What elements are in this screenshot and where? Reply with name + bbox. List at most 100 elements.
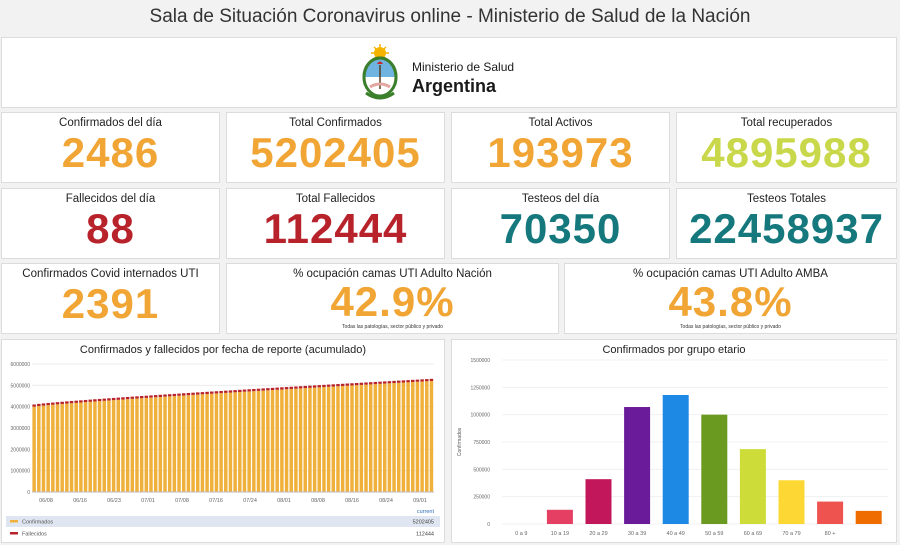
fallecidos-bar	[238, 389, 242, 393]
confirmados-bar	[317, 387, 322, 492]
confirmados-bar	[280, 389, 284, 492]
y-tick-label: 1000000	[11, 469, 31, 475]
confirmados-bar	[252, 391, 256, 492]
fallecidos-bar	[289, 386, 293, 389]
confirmados-bar	[373, 384, 378, 492]
x-tick-label: 09/01	[413, 498, 427, 504]
confirmados-bar	[219, 393, 223, 492]
confirmados-bar	[196, 394, 200, 492]
legend-value: 112444	[416, 532, 434, 538]
y-tick-label: 0	[487, 522, 490, 528]
x-tick-label: 10 a 19	[551, 531, 569, 537]
fallecidos-bar	[200, 392, 205, 395]
kpi-value: 5202405	[250, 129, 421, 176]
confirmados-bar	[210, 393, 214, 492]
x-tick-label: 20 a 29	[589, 531, 607, 537]
x-tick-label: 08/24	[379, 498, 393, 504]
y-tick-label: 0	[27, 490, 30, 496]
kpi-value: 42.9%	[330, 278, 455, 325]
x-tick-label: 08/08	[311, 498, 325, 504]
confirmados-bar	[107, 400, 111, 492]
confirmados-bar	[266, 390, 270, 492]
y-tick-label: 1500000	[471, 358, 491, 364]
confirmados-bar	[93, 401, 97, 492]
fallecidos-bar	[354, 382, 359, 386]
fallecidos-bar	[266, 388, 270, 391]
age-bar	[817, 501, 844, 524]
confirmados-bar	[65, 403, 69, 492]
fallecidos-bar	[247, 389, 251, 392]
x-tick-label: 70 a 79	[782, 531, 800, 537]
fallecidos-bar	[242, 389, 247, 392]
confirmados-bar	[359, 384, 364, 492]
kpi-label: Total Activos	[528, 117, 593, 129]
confirmados-bar	[308, 387, 312, 492]
fallecidos-bar	[256, 388, 261, 391]
age-bar	[739, 449, 766, 524]
kpi-note: Todas las patologías, sector público y p…	[342, 324, 443, 330]
fallecidos-bar	[46, 402, 50, 406]
kpi-label: % ocupación camas UTI Adulto Nación	[293, 268, 492, 280]
fallecidos-bar	[121, 397, 125, 400]
fallecidos-bar	[219, 390, 223, 394]
kpi-label: Testeos Totales	[746, 193, 827, 205]
confirmados-bar	[69, 403, 74, 492]
confirmados-bar	[139, 398, 144, 492]
confirmados-bar	[294, 388, 298, 492]
fallecidos-bar	[284, 387, 289, 390]
cumulative-bar-chart: 0 1000000 2000000 3000000 4000000 5000000 6000…	[6, 362, 440, 538]
coat-of-arms-icon	[362, 44, 398, 100]
fallecidos-bar	[270, 387, 275, 391]
confirmados-bar	[79, 402, 83, 492]
fallecidos-bar	[144, 395, 149, 398]
age-bar	[662, 394, 689, 524]
confirmados-bar	[51, 404, 55, 492]
confirmados-bar	[303, 388, 307, 492]
fallecidos-bar	[116, 397, 121, 400]
kpi-label: Fallecidos del día	[65, 193, 156, 205]
fallecidos-bar	[60, 401, 64, 404]
confirmados-bar	[121, 399, 125, 492]
kpi-testeos-totales: Testeos Totales 22458937	[676, 188, 897, 259]
confirmados-bar	[340, 385, 345, 492]
x-tick-label: 07/24	[243, 498, 257, 504]
confirmados-bar	[378, 383, 382, 492]
y-tick-label: 750000	[473, 440, 490, 446]
kpi-label: Total Fallecidos	[295, 193, 376, 205]
y-tick-label: 500000	[473, 467, 490, 473]
confirmados-bar	[74, 402, 78, 492]
confirmados-bar	[102, 400, 106, 492]
confirmados-bar	[60, 403, 64, 492]
confirmados-bar	[331, 386, 336, 492]
fallecidos-bar	[51, 402, 55, 405]
x-tick-label: 30 a 39	[628, 531, 646, 537]
legend-header: current	[417, 509, 435, 515]
kpi-total-confirmados: Total Confirmados 5202405	[226, 112, 445, 183]
x-tick-label: 80 +	[825, 531, 836, 537]
kpi-label: Confirmados del día	[59, 117, 162, 129]
fallecidos-bar	[74, 400, 78, 403]
x-tick-label: 50 a 59	[705, 531, 723, 537]
confirmados-bar	[406, 382, 410, 492]
page-title: Sala de Situación Coronavirus online - M…	[149, 6, 751, 27]
fallecidos-bar	[167, 394, 172, 397]
y-tick-label: 2000000	[11, 447, 31, 453]
kpi-value: 88	[86, 205, 135, 252]
x-tick-label: 60 a 69	[744, 531, 762, 537]
fallecidos-bar	[153, 395, 158, 398]
confirmados-bar	[135, 398, 139, 492]
confirmados-bar	[37, 406, 41, 492]
confirmados-bar	[322, 387, 326, 492]
confirmados-bar	[411, 382, 415, 492]
fallecidos-bar	[102, 398, 106, 401]
kpi-label: Total Confirmados	[289, 117, 382, 129]
confirmados-bar	[364, 384, 368, 492]
fallecidos-bar	[125, 396, 130, 400]
fallecidos-bar	[312, 385, 317, 388]
legend-name: Fallecidos	[22, 532, 47, 538]
kpi-note: Todas las patologías, sector público y p…	[680, 324, 781, 330]
chart-panel-acumulado: Confirmados y fallecidos por fecha de re…	[1, 339, 445, 543]
confirmados-bar	[144, 397, 149, 492]
kpi-internados-uti: Confirmados Covid internados UTI 2391	[1, 263, 220, 334]
fallecidos-bar	[196, 392, 200, 395]
